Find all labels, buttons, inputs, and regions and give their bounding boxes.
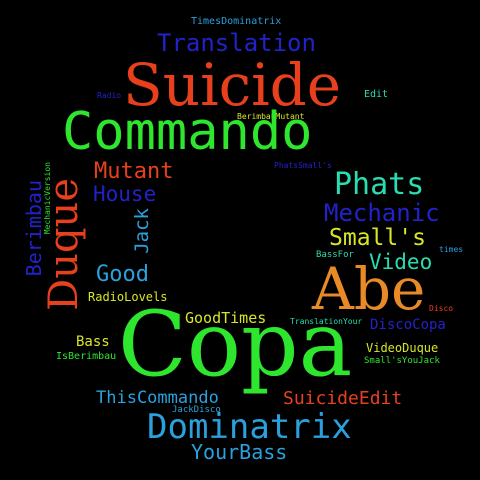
word-phatssmalls: PhatsSmall's <box>274 161 332 170</box>
word-jack: Jack <box>131 208 153 254</box>
word-video: Video <box>369 250 433 274</box>
word-bassfor: BassFor <box>316 250 354 260</box>
word-translation: Translation <box>157 29 316 57</box>
word-suicideedit: SuicideEdit <box>283 388 403 409</box>
word-suicide: Suicide <box>123 51 342 119</box>
word-translationyour: TranslationYour <box>290 317 363 326</box>
word-bass: Bass <box>76 334 110 350</box>
word-times: times <box>439 245 464 254</box>
word-mutant: Mutant <box>94 159 174 184</box>
word-jackdisco: JackDisco <box>172 405 221 415</box>
word-smallsyoujack: Small'sYouJack <box>364 356 440 366</box>
word-mechanic: Mechanic <box>324 199 440 227</box>
word-timesdominatrix: TimesDominatrix <box>191 16 282 27</box>
word-copa: Copa <box>118 292 353 397</box>
word-duque: Duque <box>41 178 87 311</box>
word-house: House <box>93 182 157 206</box>
word-berimbau: Berimbau <box>22 180 46 277</box>
word-disco: Disco <box>429 304 454 313</box>
word-phats: Phats <box>334 167 425 202</box>
word-radio: Radio <box>97 91 122 100</box>
word-thiscommando: ThisCommando <box>96 388 219 408</box>
word-videoduque: VideoDuque <box>366 341 439 355</box>
word-edit: Edit <box>364 89 389 100</box>
word-berimbaumutant: BerimbauMutant <box>237 112 305 121</box>
word-discocopa: DiscoCopa <box>370 317 446 333</box>
word-smalls: Small's <box>329 225 426 251</box>
word-commando: Commando <box>62 102 313 162</box>
word-good: Good <box>96 262 149 287</box>
word-abe: Abe <box>312 255 426 323</box>
word-dominatrix: Dominatrix <box>147 407 352 447</box>
word-goodtimes: GoodTimes <box>185 309 267 327</box>
word-radiolovels: RadioLovels <box>88 290 168 304</box>
word-yourbass: YourBass <box>191 440 288 464</box>
word-isberimbau: IsBerimbau <box>56 351 117 362</box>
